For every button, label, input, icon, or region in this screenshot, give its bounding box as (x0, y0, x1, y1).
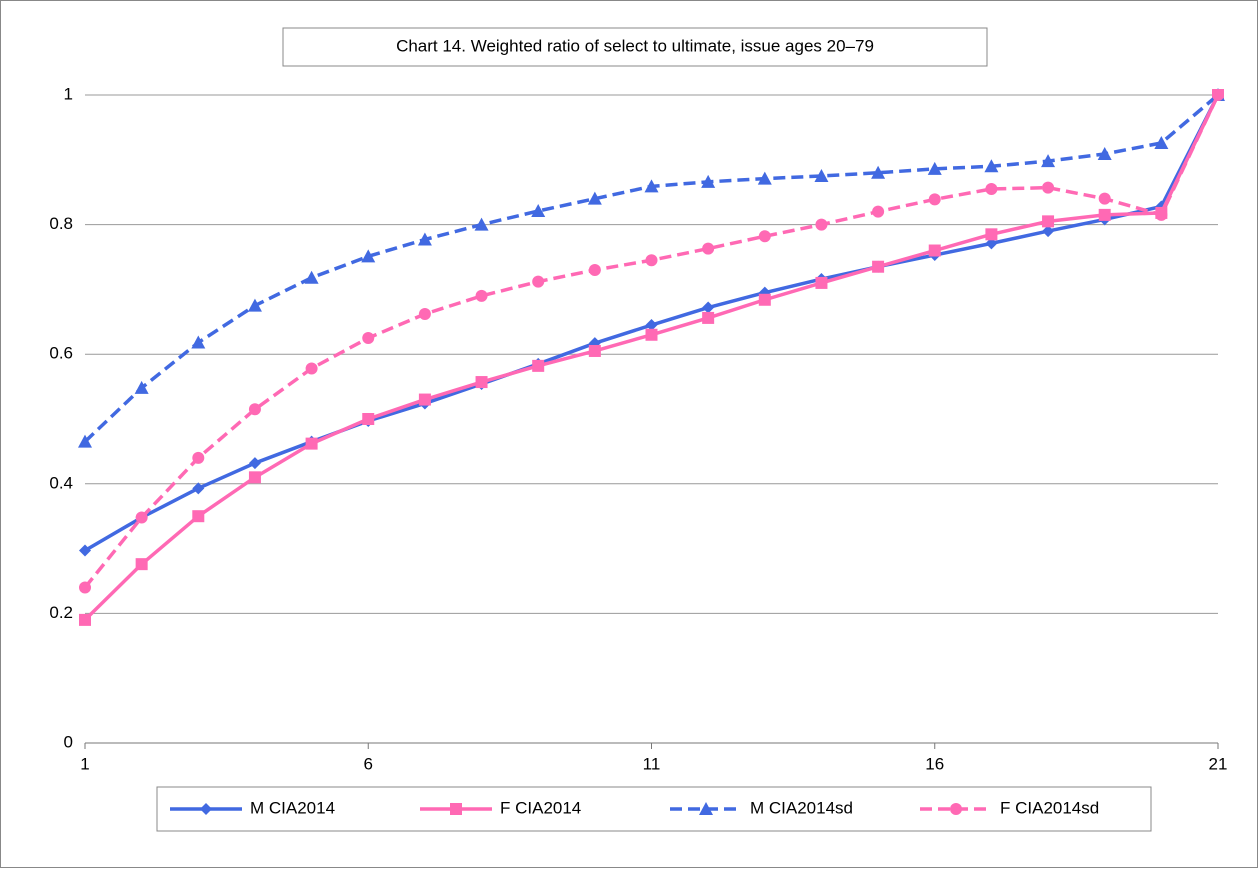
marker (928, 193, 941, 206)
y-tick-label: 0.2 (49, 603, 73, 622)
marker (1154, 135, 1169, 149)
marker (871, 165, 886, 179)
marker (1098, 192, 1111, 205)
marker (192, 482, 205, 495)
y-tick-label: 1 (64, 84, 73, 103)
marker (192, 451, 205, 464)
marker (587, 191, 602, 205)
marker (418, 308, 431, 321)
marker (304, 270, 319, 284)
marker (474, 217, 489, 231)
marker (248, 471, 261, 484)
legend-marker (950, 803, 962, 815)
marker (702, 301, 715, 314)
y-tick-label: 0 (64, 732, 73, 751)
x-tick-label: 21 (1209, 754, 1228, 773)
marker (1097, 146, 1112, 160)
marker (362, 332, 375, 344)
legend-label: M CIA2014 (250, 798, 335, 817)
marker (815, 218, 828, 231)
marker (1098, 208, 1111, 221)
legend-label: M CIA2014sd (750, 798, 853, 817)
marker (927, 161, 942, 175)
marker (701, 174, 716, 188)
marker (532, 275, 545, 288)
marker (532, 359, 545, 372)
marker (702, 242, 715, 255)
x-tick-label: 6 (364, 754, 373, 773)
marker (815, 276, 828, 289)
marker (247, 298, 262, 312)
chart-title: Chart 14. Weighted ratio of select to ul… (396, 36, 874, 55)
marker (79, 544, 91, 557)
marker (702, 311, 715, 324)
marker (985, 182, 998, 195)
marker (872, 260, 885, 273)
marker (758, 293, 771, 306)
marker (928, 244, 941, 257)
marker (588, 344, 601, 357)
marker (985, 228, 998, 241)
marker (475, 376, 488, 389)
marker (418, 393, 431, 406)
marker (814, 169, 829, 182)
marker (644, 179, 659, 193)
legend-marker (699, 802, 713, 815)
marker (248, 457, 261, 470)
marker (192, 510, 205, 523)
marker (361, 249, 376, 263)
title-box (282, 27, 988, 67)
marker (78, 434, 92, 448)
marker (79, 581, 91, 594)
marker (1042, 215, 1055, 228)
marker (248, 403, 261, 416)
marker (135, 558, 148, 571)
marker (362, 413, 375, 425)
marker (1041, 154, 1056, 168)
marker (191, 335, 206, 349)
marker (79, 613, 91, 626)
marker (134, 380, 149, 394)
y-tick-label: 0.6 (49, 344, 73, 363)
marker (645, 254, 658, 267)
marker (135, 511, 148, 524)
x-tick-label: 11 (643, 754, 661, 773)
marker (588, 263, 601, 276)
legend-label: F CIA2014sd (1000, 798, 1099, 817)
marker (475, 289, 488, 302)
legend-marker (200, 803, 212, 815)
y-tick-label: 0.8 (49, 214, 73, 233)
legend-label: F CIA2014 (500, 798, 581, 817)
marker (984, 159, 999, 173)
x-tick-label: 16 (925, 754, 944, 773)
marker (872, 205, 885, 218)
marker (645, 328, 658, 341)
marker (985, 237, 998, 250)
marker (531, 203, 546, 217)
marker (417, 232, 432, 246)
marker (757, 171, 772, 185)
y-tick-label: 0.4 (49, 473, 73, 492)
marker (305, 437, 318, 450)
marker (645, 319, 658, 332)
marker (1042, 225, 1055, 238)
marker (758, 230, 771, 243)
marker (1212, 89, 1224, 101)
marker (1042, 181, 1055, 194)
marker (305, 362, 318, 375)
marker (1155, 208, 1168, 221)
x-tick-label: 1 (80, 754, 89, 773)
legend-marker (450, 803, 462, 815)
